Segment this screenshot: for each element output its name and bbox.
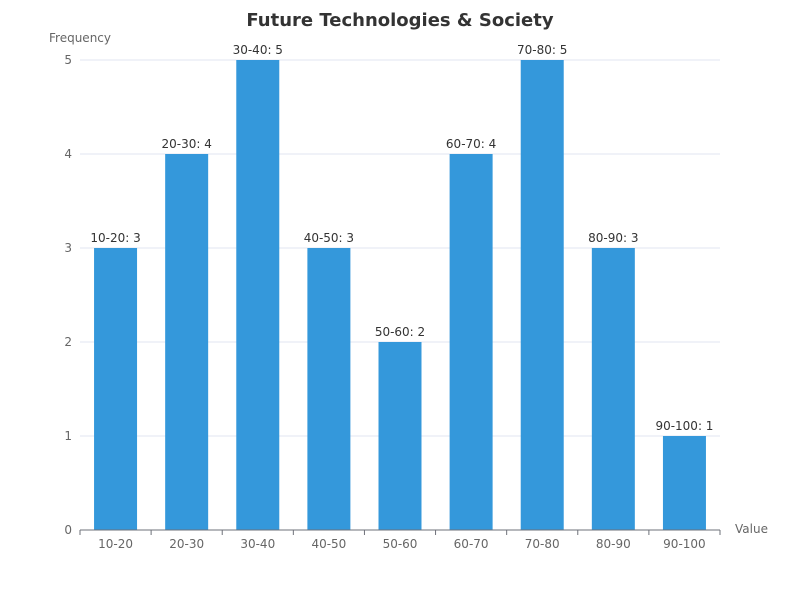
x-tick-label: 40-50 [311, 537, 346, 551]
x-tick-label: 50-60 [383, 537, 418, 551]
x-tick-label: 80-90 [596, 537, 631, 551]
bar-data-label: 30-40: 5 [233, 43, 283, 57]
bar-data-label: 70-80: 5 [517, 43, 567, 57]
bar-data-label: 40-50: 3 [304, 231, 354, 245]
y-tick-label: 4 [64, 147, 72, 161]
y-tick-label: 1 [64, 429, 72, 443]
x-tick-label: 30-40 [240, 537, 275, 551]
bar [94, 248, 138, 530]
bar-data-label: 90-100: 1 [655, 419, 713, 433]
bar-data-label: 20-30: 4 [161, 137, 211, 151]
bar [520, 60, 564, 530]
bar [449, 154, 493, 530]
bar-data-label: 60-70: 4 [446, 137, 496, 151]
bar-data-label: 50-60: 2 [375, 325, 425, 339]
bars: 10-20: 3 20-30: 4 30-40: 5 40-50: 3 50-60: 2… [90, 43, 713, 530]
bar-data-label: 10-20: 3 [90, 231, 140, 245]
x-tick-label: 70-80 [525, 537, 560, 551]
bar [165, 154, 209, 530]
bar [591, 248, 635, 530]
y-tick-label: 2 [64, 335, 72, 349]
bar [662, 436, 706, 530]
y-tick-label: 3 [64, 241, 72, 255]
y-axis-label: Frequency [49, 31, 111, 45]
x-tick-label: 20-30 [169, 537, 204, 551]
y-tick-label: 0 [64, 523, 72, 537]
bar [378, 342, 422, 530]
x-tick-label: 10-20 [98, 537, 133, 551]
x-axis-label: Value [735, 522, 768, 536]
axes: Frequency Value 0 1 2 3 4 5 10-20 20-30 30-40 40-… [49, 31, 768, 551]
x-tick-label: 90-100 [663, 537, 706, 551]
y-tick-label: 5 [64, 53, 72, 67]
chart-title: Future Technologies & Society [246, 10, 554, 31]
bar [236, 60, 280, 530]
x-tick-label: 60-70 [454, 537, 489, 551]
bar [307, 248, 351, 530]
bar-data-label: 80-90: 3 [588, 231, 638, 245]
